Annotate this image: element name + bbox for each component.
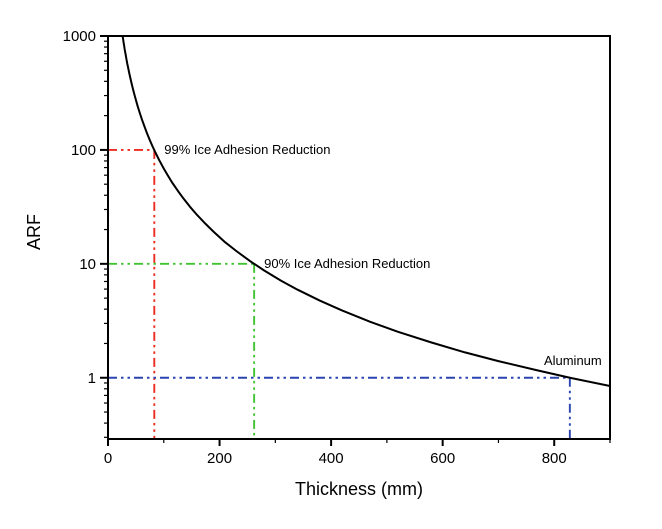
ref-label-ice-99: 99% Ice Adhesion Reduction xyxy=(164,142,330,157)
x-tick-label: 0 xyxy=(104,450,112,467)
y-tick-label: 1 xyxy=(88,370,96,387)
x-axis-title: Thickness (mm) xyxy=(295,479,423,499)
ref-label-aluminum: Aluminum xyxy=(544,353,602,368)
y-tick-label: 100 xyxy=(71,142,96,159)
y-axis-title: ARF xyxy=(24,214,44,250)
x-tick-label: 800 xyxy=(542,450,567,467)
ref-line-group-ice-99: 99% Ice Adhesion Reduction xyxy=(108,142,331,439)
ref-label-ice-90: 90% Ice Adhesion Reduction xyxy=(264,256,430,271)
y-tick-label: 10 xyxy=(79,256,96,273)
x-tick-label: 600 xyxy=(430,450,455,467)
plot-frame xyxy=(107,35,611,440)
ref-line-group-ice-90: 90% Ice Adhesion Reduction xyxy=(108,256,430,439)
x-tick-label: 200 xyxy=(207,450,232,467)
series-curve xyxy=(121,35,611,387)
ref-line-group-aluminum: Aluminum xyxy=(108,353,602,439)
y-tick-label: 1000 xyxy=(63,28,96,45)
x-tick-label: 400 xyxy=(319,450,344,467)
chart-generated-layers: 0 200 400 600 800 1000 100 10 1 99% Ice Adhesion … xyxy=(63,28,611,467)
